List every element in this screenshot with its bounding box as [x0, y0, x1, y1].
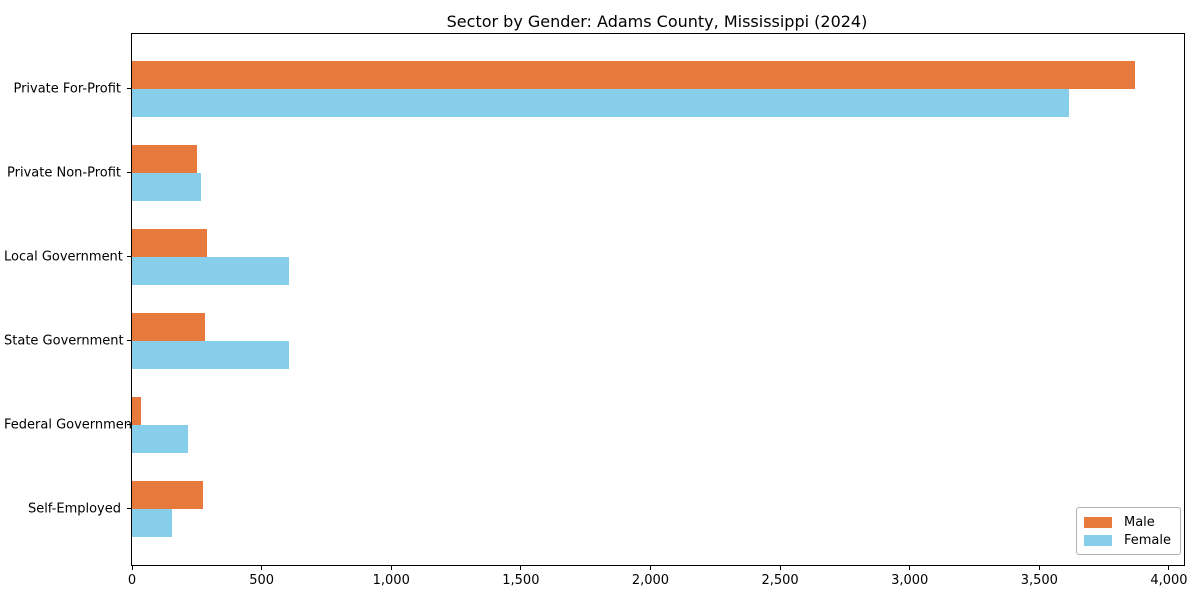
- bar-male-1: [132, 144, 197, 173]
- y-axis-category-label: Local Government: [4, 249, 123, 264]
- x-axis-tick-mark: [909, 566, 911, 570]
- x-axis-tick-mark: [649, 566, 651, 570]
- legend-entry-male: Male: [1083, 513, 1171, 531]
- x-axis-tick-label: 500: [249, 573, 275, 588]
- x-axis-tick-mark: [1038, 566, 1040, 570]
- bar-female-3: [132, 340, 289, 369]
- y-axis-category-label: Private For-Profit: [13, 81, 121, 96]
- x-axis-tick-mark: [131, 566, 133, 570]
- x-axis-tick-label: 2,500: [761, 573, 799, 588]
- legend: Male Female: [1075, 507, 1181, 555]
- x-axis-tick-mark: [520, 566, 522, 570]
- y-axis-category-label: State Government: [4, 333, 124, 348]
- y-axis-category-label: Federal Government: [4, 417, 138, 432]
- bar-male-3: [132, 312, 205, 341]
- chart-title: Sector by Gender: Adams County, Mississi…: [446, 12, 868, 31]
- y-axis-tick-mark: [127, 256, 131, 257]
- bar-female-4: [132, 424, 188, 453]
- bar-female-2: [132, 256, 289, 285]
- bar-male-0: [132, 60, 1136, 89]
- x-axis-tick-label: 3,000: [891, 573, 929, 588]
- legend-entry-female: Female: [1083, 531, 1171, 549]
- y-axis-tick-mark: [127, 424, 131, 425]
- bar-female-0: [132, 88, 1070, 117]
- x-axis-tick-mark: [779, 566, 781, 570]
- y-axis-tick-mark: [127, 88, 131, 89]
- y-axis-tick-mark: [127, 340, 131, 341]
- bar-male-2: [132, 228, 208, 257]
- legend-label: Female: [1123, 532, 1171, 548]
- x-axis-tick-label: 4,000: [1150, 573, 1188, 588]
- x-axis-tick-mark: [390, 566, 392, 570]
- y-axis-tick-mark: [127, 508, 131, 509]
- bar-female-1: [132, 172, 201, 201]
- y-axis-category-label: Self-Employed: [27, 501, 121, 516]
- y-axis-tick-mark: [127, 172, 131, 173]
- plot-area: Male Female Private For-Profit Private Non…: [4, 33, 1188, 588]
- legend-swatch-male: [1083, 516, 1112, 528]
- x-axis-tick-label: 1,500: [502, 573, 540, 588]
- x-axis-tick-label: 1,000: [372, 573, 410, 588]
- x-axis-tick-label: 0: [127, 573, 137, 588]
- x-axis-tick-label: 3,500: [1020, 573, 1058, 588]
- bar-male-5: [132, 480, 203, 509]
- bar-female-5: [132, 508, 173, 537]
- legend-swatch-female: [1083, 534, 1112, 546]
- x-axis-tick-label: 2,000: [631, 573, 670, 588]
- legend-label: Male: [1123, 514, 1155, 530]
- y-axis-category-label: Private Non-Profit: [7, 165, 121, 180]
- x-axis-tick-mark: [261, 566, 263, 570]
- bar-male-4: [132, 396, 142, 425]
- x-axis-tick-mark: [1168, 566, 1170, 570]
